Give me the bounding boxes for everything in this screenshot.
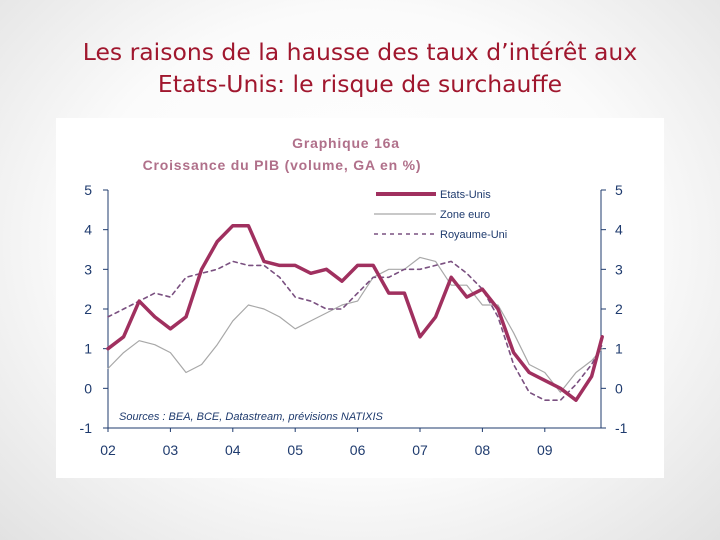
x-tick-label: 05 — [287, 442, 303, 458]
y-tick-label-left: 0 — [84, 380, 92, 396]
y-tick-label-right: 1 — [615, 341, 623, 357]
x-tick-label: 03 — [163, 442, 179, 458]
legend-label-etats-unis: Etats-Unis — [440, 189, 491, 201]
y-tick-label-right: 2 — [615, 301, 623, 317]
x-tick-label: 02 — [100, 442, 116, 458]
x-tick-label: 04 — [225, 442, 241, 458]
slide-title: Les raisons de la hausse des taux d’inté… — [0, 36, 720, 100]
chart-panel: Graphique 16a Croissance du PIB (volume,… — [56, 118, 664, 478]
y-tick-label-right: 0 — [615, 380, 623, 396]
chart-source: Sources : BEA, BCE, Datastream, prévisio… — [119, 411, 384, 423]
series-line-etats-unis — [106, 223, 604, 402]
y-tick-label-right: 5 — [615, 182, 623, 198]
x-tick-label: 07 — [412, 442, 428, 458]
axes: 5 5 4 4 3 3 2 2 1 1 0 0 -1 -1 02 03 04 05 06 07 08 09 — [80, 182, 628, 458]
x-tick-label: 09 — [537, 442, 553, 458]
slide-title-line-1: Les raisons de la hausse des taux d’inté… — [82, 38, 638, 66]
y-tick-label-right: 3 — [615, 261, 623, 277]
x-tick-label: 08 — [475, 442, 491, 458]
legend-label-royaume-uni: Royaume-Uni — [440, 229, 507, 241]
y-tick-label-left: -1 — [80, 420, 93, 436]
y-tick-label-left: 3 — [84, 261, 92, 277]
y-tick-label-right: 4 — [615, 222, 623, 238]
y-tick-label-left: 2 — [84, 301, 92, 317]
y-tick-label-right: -1 — [615, 420, 628, 436]
legend: Etats-Unis Zone euro Royaume-Uni — [374, 189, 507, 241]
chart-subtitle: Croissance du PIB (volume, GA en %) — [143, 157, 422, 173]
x-tick-label: 06 — [350, 442, 366, 458]
slide-title-line-2: Etats-Unis: le risque de surchauffe — [157, 70, 563, 98]
y-tick-label-left: 1 — [84, 341, 92, 357]
chart-title: Graphique 16a — [292, 135, 400, 151]
series-lines — [106, 223, 604, 402]
series-line-zone-euro — [107, 256, 603, 393]
y-tick-label-left: 5 — [84, 182, 92, 198]
gdp-growth-chart: Graphique 16a Croissance du PIB (volume,… — [80, 135, 628, 458]
legend-label-zone-euro: Zone euro — [440, 209, 490, 221]
series-line-royaume-uni — [107, 260, 603, 401]
y-tick-label-left: 4 — [84, 222, 92, 238]
